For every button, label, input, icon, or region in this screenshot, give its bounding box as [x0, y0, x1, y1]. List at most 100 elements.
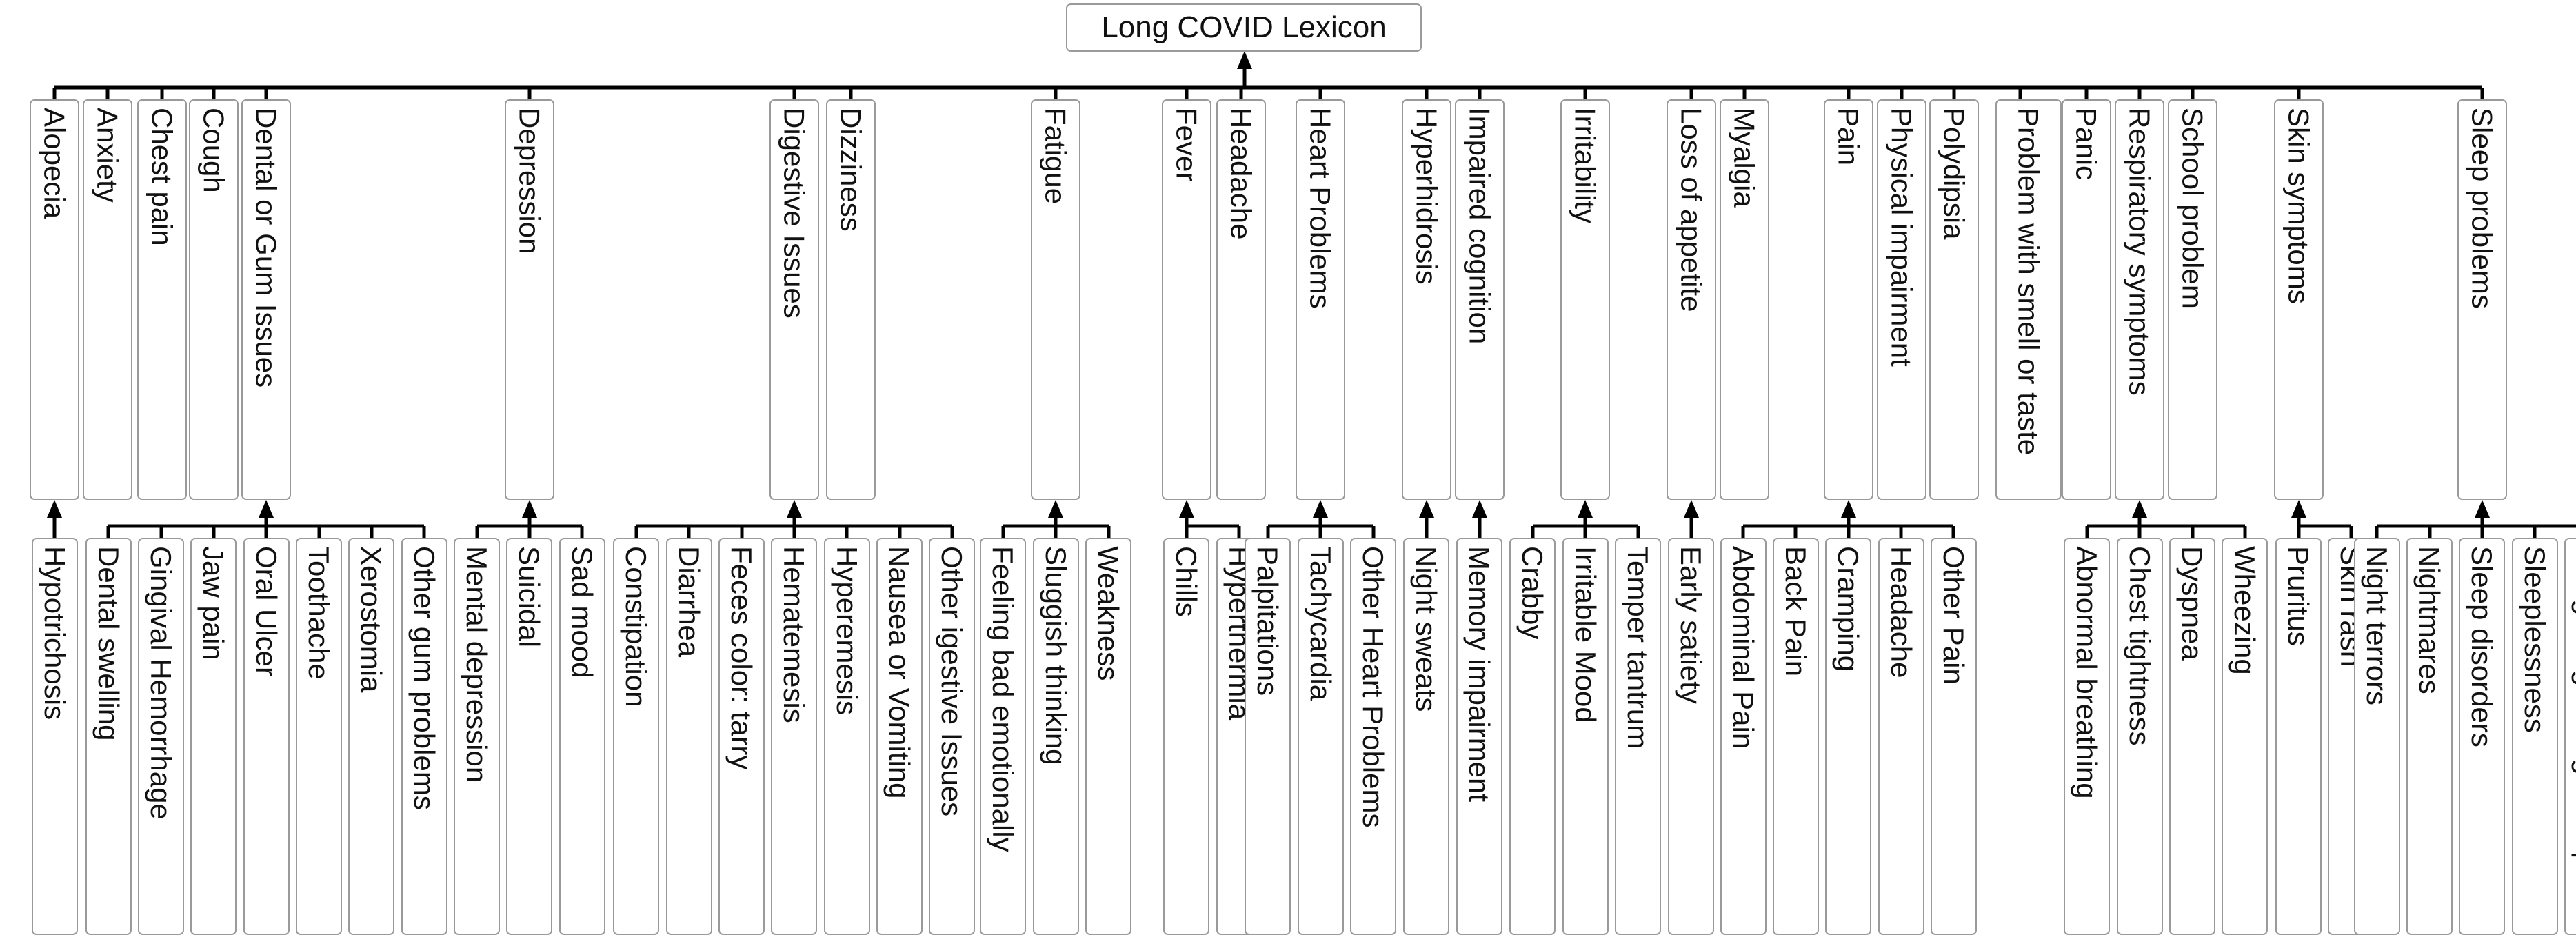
category-label: School problem	[2176, 108, 2209, 309]
child-label: Abdominal Pain	[1727, 546, 1760, 749]
child-node: Nightmares	[2406, 538, 2453, 935]
parent-arrow-loss-of-appetite	[1684, 500, 1699, 518]
child-node: Other gum problems	[401, 538, 447, 935]
child-label: Suicidal	[513, 546, 546, 648]
child-node: Irritable Mood	[1562, 538, 1609, 935]
child-node: Suicidal	[506, 538, 552, 935]
child-label: Back Pain	[1780, 546, 1813, 677]
category-label: Problem with smell or taste	[2012, 108, 2045, 456]
child-node: Diarrhea	[666, 538, 712, 935]
child-label: Tachycardia	[1305, 546, 1338, 701]
parent-arrow-heart-problems	[1313, 500, 1328, 518]
category-node-impaired-cognition: Impaired cognition	[1455, 99, 1505, 500]
category-label: Irritability	[1569, 108, 1602, 224]
category-node-myalgia: Myalgia	[1720, 99, 1769, 500]
category-node-hyperhidrosis: Hyperhidrosis	[1402, 99, 1451, 500]
category-label: Alopecia	[38, 108, 71, 219]
category-node-school-problem: School problem	[2168, 99, 2217, 500]
child-label: Palpitations	[1251, 546, 1285, 696]
category-label: Cough	[197, 108, 230, 193]
child-label: Mental depression	[461, 546, 494, 783]
category-label: Chest pain	[145, 108, 179, 246]
child-node: Abnormal breathing	[2064, 538, 2110, 935]
category-label: Headache	[1225, 108, 1258, 240]
child-node: Pruritus	[2275, 538, 2322, 935]
child-node: Feces color: tarry	[718, 538, 765, 935]
child-label: Gingival Hemorrhage	[145, 546, 178, 820]
category-node-irritability: Irritability	[1560, 99, 1610, 500]
parent-arrow-dental-or-gum-issues	[259, 500, 274, 518]
parent-arrow-digestive-issues	[787, 500, 802, 518]
child-node: Not getting enough sleep	[2564, 538, 2576, 935]
child-node: Sluggish thinking	[1033, 538, 1079, 935]
child-label: Headache	[1885, 546, 1918, 678]
child-label: Cramping	[1832, 546, 1865, 672]
child-label: Other Pain	[1938, 546, 1971, 685]
child-label: Nightmares	[2413, 546, 2446, 694]
child-label: Pruritus	[2282, 546, 2315, 646]
child-label: Memory impairment	[1463, 546, 1496, 803]
child-node: Other igestive Issues	[929, 538, 975, 935]
category-node-cough: Cough	[189, 99, 239, 500]
child-node: Chills	[1163, 538, 1209, 935]
child-label: Chills	[1170, 546, 1203, 617]
child-label: Temper tantrum	[1622, 546, 1655, 749]
category-node-depression: Depression	[505, 99, 554, 500]
category-node-anxiety: Anxiety	[83, 99, 132, 500]
child-node: Tachycardia	[1298, 538, 1344, 935]
child-node: Hematemesis	[771, 538, 817, 935]
parent-arrow-sleep-problems	[2475, 500, 2490, 518]
child-label: Other igestive Issues	[936, 546, 969, 817]
child-node: Gingival Hemorrhage	[138, 538, 184, 935]
category-label: Pain	[1832, 108, 1865, 166]
child-node: Hypotrichosis	[32, 538, 78, 935]
child-label: Diarrhea	[673, 546, 706, 658]
child-node: Mental depression	[454, 538, 500, 935]
parent-arrow-hyperhidrosis	[1419, 500, 1434, 518]
child-label: Other Heart Problems	[1357, 546, 1390, 828]
child-node: Nausea or Vomiting	[876, 538, 923, 935]
category-label: Impaired cognition	[1463, 108, 1496, 345]
category-node-polydipsia: Polydipsia	[1929, 99, 1979, 500]
child-node: Toothache	[296, 538, 342, 935]
category-node-panic: Panic	[2062, 99, 2111, 500]
child-label: Toothache	[303, 546, 336, 680]
child-label: Early satiety	[1675, 546, 1708, 704]
child-node: Headache	[1878, 538, 1924, 935]
category-label: Dental or Gum Issues	[250, 108, 283, 388]
category-label: Digestive Issues	[778, 108, 811, 319]
category-label: Myalgia	[1728, 108, 1761, 208]
category-label: Loss of appetite	[1675, 108, 1708, 312]
category-node-digestive-issues: Digestive Issues	[769, 99, 819, 500]
category-node-chest-pain: Chest pain	[137, 99, 187, 500]
child-label: Xerostomia	[355, 546, 388, 693]
child-node: Oral Ulcer	[243, 538, 290, 935]
category-label: Depression	[513, 108, 546, 254]
child-label: Hypotrichosis	[39, 546, 72, 721]
child-node: Hyperemesis	[824, 538, 870, 935]
child-node: Crabby	[1509, 538, 1556, 935]
child-node: Back Pain	[1773, 538, 1819, 935]
child-node: Weakness	[1085, 538, 1131, 935]
child-label: Weakness	[1092, 546, 1125, 681]
child-node: Early satiety	[1668, 538, 1714, 935]
child-label: Abnormal breathing	[2071, 546, 2104, 799]
parent-arrow-respiratory-symptoms	[2132, 500, 2147, 518]
child-label: Nausea or Vomiting	[883, 546, 916, 799]
category-label: Anxiety	[91, 108, 124, 203]
child-label: Constipation	[620, 546, 653, 707]
parent-arrow-impaired-cognition	[1472, 500, 1487, 518]
parent-arrow-irritability	[1578, 500, 1593, 518]
category-node-dizziness: Dizziness	[826, 99, 876, 500]
category-label: Physical impairment	[1885, 108, 1918, 367]
category-label: Polydipsia	[1938, 108, 1971, 240]
category-label: Fatigue	[1039, 108, 1072, 205]
child-label: Hematemesis	[778, 546, 811, 723]
category-label: Dizziness	[834, 108, 867, 232]
child-node: Cramping	[1825, 538, 1871, 935]
child-node: Night terrors	[2354, 538, 2400, 935]
child-label: Chest tightness	[2124, 546, 2157, 746]
category-label: Fever	[1170, 108, 1203, 182]
category-node-loss-of-appetite: Loss of appetite	[1667, 99, 1716, 500]
